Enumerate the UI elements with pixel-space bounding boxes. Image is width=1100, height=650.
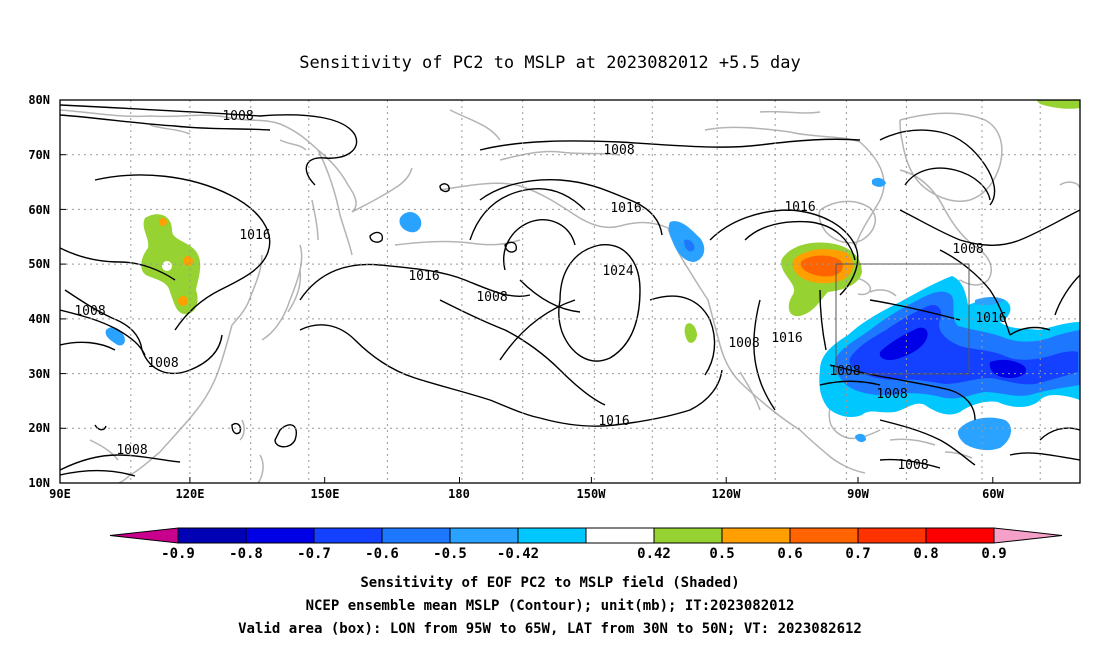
shade-asia-hole [162,261,172,271]
longitude-labels: 90E 120E 150E 180 150W 120W 90W 60W [49,487,1004,501]
colorbar-swatch [789,527,859,544]
colorbar-swatch [653,527,723,544]
colorbar-label: 0.6 [777,546,802,562]
shade-pacific-negative [399,212,422,233]
colorbar-label: -0.9 [161,546,195,562]
lon-label: 90E [49,487,71,501]
colorbar-label: 0.42 [637,546,671,562]
lat-label: 50N [28,257,50,271]
colorbar-swatch [449,527,519,544]
shade-small-negative-1 [872,177,886,187]
shade-atlantic-negative-darkest-2 [989,359,1027,378]
caption-line-3: Valid area (box): LON from 95W to 65W, L… [238,621,862,637]
colorbar-low-arrow [109,527,179,544]
shade-gulf-negative [957,417,1012,451]
shade-small-positive [684,323,697,343]
colorbar-swatch [517,527,587,544]
contour-label: 1008 [116,443,147,458]
lon-label: 180 [448,487,470,501]
colorbar-label: -0.5 [433,546,467,562]
colorbar-swatch [313,527,383,544]
caption-line-1: Sensitivity of EOF PC2 to MSLP field (Sh… [360,575,739,591]
lon-label: 60W [982,487,1004,501]
lat-label: 10N [28,476,50,490]
contour-label: 1008 [147,356,178,371]
colorbar-high-arrow [993,527,1063,544]
shade-asia-peak-3 [178,296,188,306]
contour-label: 1008 [829,364,860,379]
colorbar-swatch [857,527,927,544]
mslp-contours [60,104,1080,477]
colorbar-label: 0.5 [709,546,734,562]
colorbar: -0.9 -0.8 -0.7 -0.6 -0.5 -0.42 0.42 0.5 0.6 0.7 0.… [109,527,1063,562]
shade-small-negative-3 [855,433,866,443]
contour-label: 1016 [975,311,1006,326]
shade-arctic-positive [1036,100,1080,109]
contour-label: 1016 [771,331,802,346]
lat-label: 80N [28,93,50,107]
map-frame [59,99,1081,484]
caption-line-2: NCEP ensemble mean MSLP (Contour); unit(… [306,598,795,614]
tick-marks [60,99,994,483]
lon-label: 120E [176,487,205,501]
contour-label: 1008 [603,143,634,158]
shade-asia-negative [105,327,125,346]
valid-area-box [835,263,970,375]
contour-label: 1008 [728,336,759,351]
shade-canada-darkorange [800,255,843,277]
colorbar-label: -0.42 [497,546,539,562]
colorbar-label: 0.9 [981,546,1006,562]
lon-label: 150W [577,487,607,501]
shade-asia-peak-2 [183,256,193,266]
colorbar-label: -0.6 [365,546,399,562]
colorbar-label: 0.7 [845,546,870,562]
colorbar-swatch [925,527,995,544]
contour-label: 1008 [952,242,983,257]
colorbar-label: -0.7 [297,546,331,562]
shade-atlantic-negative-darkest [879,327,928,360]
contour-label: 1008 [876,387,907,402]
colorbar-swatch [585,527,655,544]
contour-label: 1008 [476,290,507,305]
contour-label: 1008 [74,304,105,319]
latitude-labels: 80N 70N 60N 50N 40N 30N 20N 10N [28,93,50,490]
colorbar-swatch [381,527,451,544]
shade-pnw-negative-core [684,239,695,252]
lat-label: 70N [28,148,50,162]
contour-labels: 1008 1008 1016 1016 1008 1024 1016 1016 … [74,109,1006,473]
lat-label: 20N [28,421,50,435]
lon-label: 120W [712,487,742,501]
contour-label: 1008 [222,109,253,124]
contour-label: 1016 [598,414,629,429]
lat-label: 40N [28,312,50,326]
colorbar-swatch [245,527,315,544]
lat-label: 30N [28,367,50,381]
shade-asia-peak-1 [159,218,167,226]
colorbar-swatch [177,527,247,544]
contour-label: 1016 [610,201,641,216]
lon-label: 90W [847,487,869,501]
contour-label: 1016 [408,269,439,284]
contour-label: 1016 [784,200,815,215]
contour-label: 1008 [897,458,928,473]
lon-label: 150E [311,487,340,501]
lat-label: 60N [28,203,50,217]
colorbar-label: -0.8 [229,546,263,562]
colorbar-label: 0.8 [913,546,938,562]
colorbar-swatch [721,527,791,544]
graticule [60,100,1080,483]
contour-label: 1024 [602,264,633,279]
sensitivity-shading [105,100,1080,451]
map-title: Sensitivity of PC2 to MSLP at 2023082012… [299,53,801,73]
contour-label: 1016 [239,228,270,243]
